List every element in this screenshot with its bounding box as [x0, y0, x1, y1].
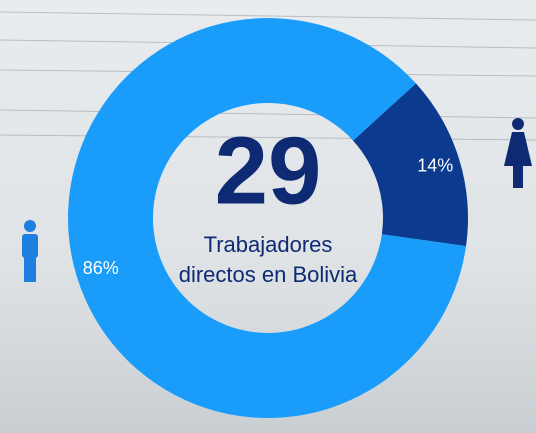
donut [67, 17, 468, 418]
slice [353, 83, 468, 247]
female-icon [504, 118, 532, 188]
slice [67, 17, 467, 418]
center-text: directos en Bolivia [179, 262, 358, 287]
center-value: 29 [215, 117, 322, 224]
center-text: Trabajadores [204, 232, 333, 257]
slice-label: 86% [83, 258, 119, 278]
male-icon [22, 220, 38, 282]
slice-label: 14% [417, 155, 453, 175]
